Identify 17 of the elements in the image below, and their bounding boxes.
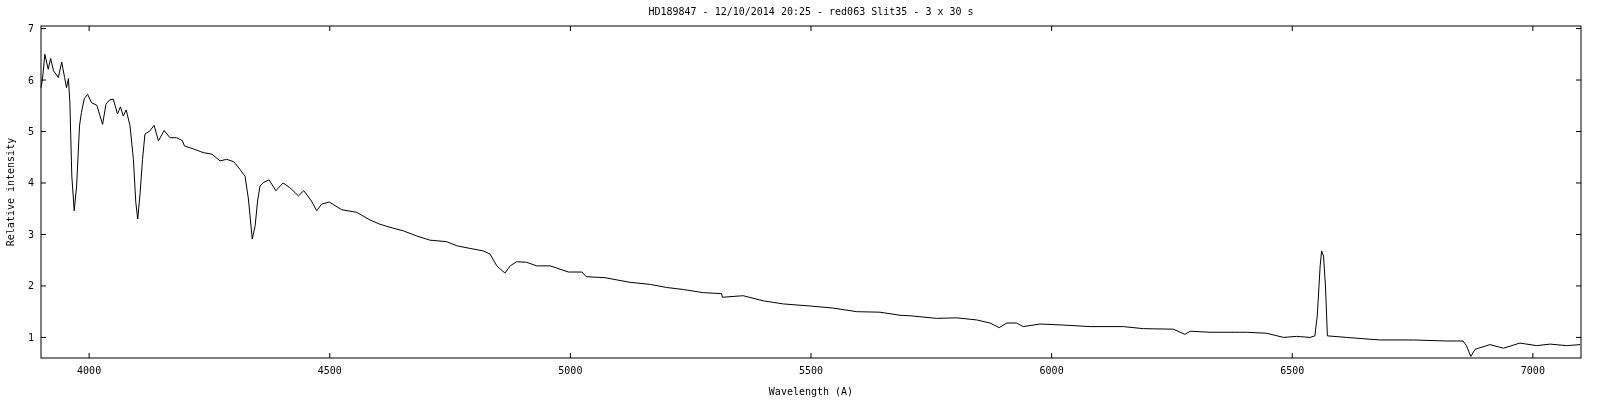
x-tick-label: 4500	[317, 365, 342, 376]
x-axis-title: Wavelength (A)	[768, 386, 854, 397]
y-tick-label: 7	[27, 23, 34, 35]
y-tick-label: 4	[27, 177, 34, 189]
y-tick-label: 6	[27, 74, 34, 86]
y-tick-label: 5	[27, 126, 34, 138]
x-tick-label: 4000	[77, 365, 102, 376]
x-tick-label: 5500	[798, 365, 824, 376]
y-axis-title: Relative intensity	[5, 137, 16, 247]
x-tick-label: 5000	[558, 365, 583, 376]
x-tick-label: 6500	[1280, 365, 1305, 376]
x-tick-label: 6000	[1039, 365, 1064, 376]
y-tick-label: 1	[27, 331, 34, 343]
y-tick-label: 2	[27, 280, 34, 292]
y-tick-label: 3	[27, 228, 34, 240]
x-tick-label: 7000	[1520, 365, 1545, 376]
chart-title: HD189847 - 12/10/2014 20:25 - red063 Slit35 - 3 x 30 s	[648, 6, 974, 17]
